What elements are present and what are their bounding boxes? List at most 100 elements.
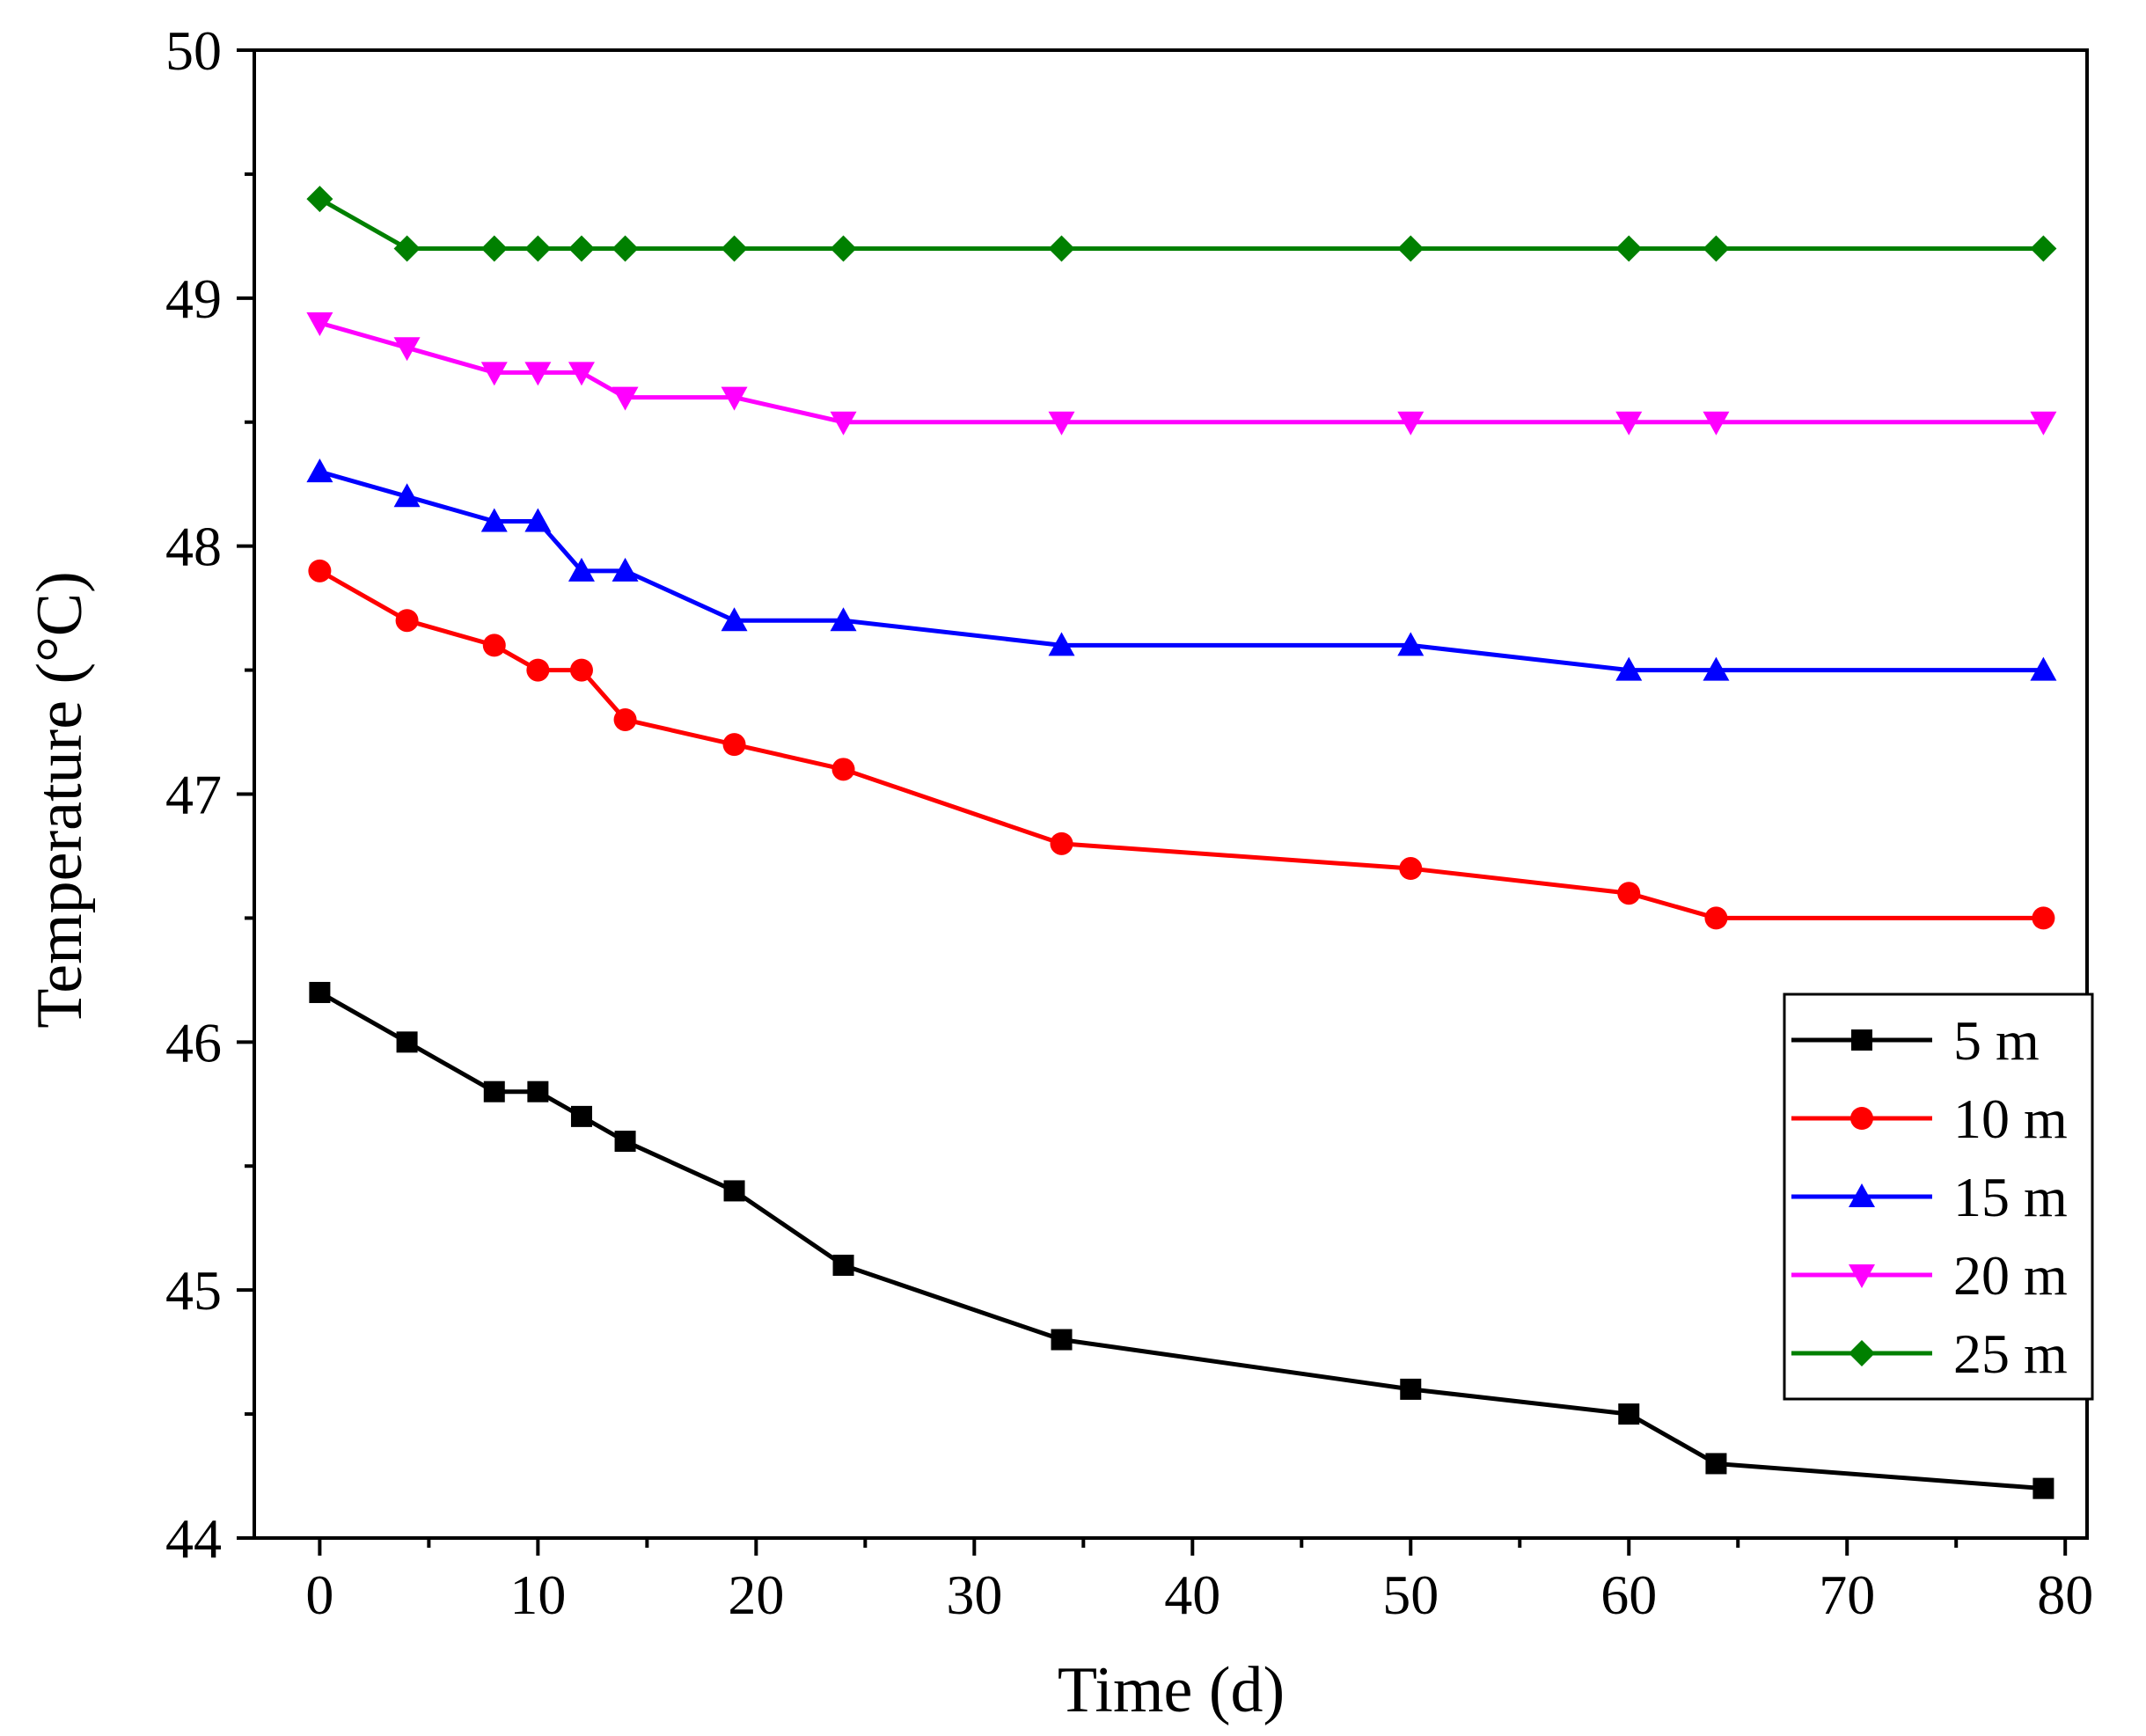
data-point: [1399, 857, 1423, 881]
data-point: [1705, 1453, 1727, 1475]
legend-marker: [1851, 1029, 1872, 1051]
legend-marker: [1849, 1340, 1875, 1366]
data-point: [832, 1254, 854, 1276]
legend-item-20m: 20 m: [1791, 1244, 2068, 1307]
x-tick-label: 30: [946, 1564, 1002, 1626]
data-point: [2030, 235, 2057, 262]
data-point: [722, 733, 746, 757]
data-point: [524, 508, 552, 532]
data-point: [1397, 411, 1425, 436]
data-point: [721, 235, 748, 262]
axes: 0 10 20 30 40 50 60 70 80 44 45 46 47 48 49 50: [165, 19, 2093, 1626]
data-point: [1617, 882, 1641, 905]
legend-item-15m: 15 m: [1791, 1166, 2068, 1228]
legend-item-5m: 5 m: [1791, 1009, 2040, 1072]
data-point: [2032, 906, 2055, 930]
legend-label: 25 m: [1953, 1322, 2068, 1385]
series-25m: [306, 186, 2057, 262]
x-tick-label: 0: [305, 1564, 333, 1626]
x-tick-label: 70: [1819, 1564, 1875, 1626]
data-point: [613, 707, 637, 731]
data-point: [1615, 656, 1643, 681]
x-tick-label: 40: [1164, 1564, 1220, 1626]
y-tick-label: 48: [165, 516, 222, 578]
plot-area: [306, 186, 2057, 1499]
data-point: [723, 1180, 745, 1202]
data-point: [1397, 235, 1425, 262]
y-tick-label: 50: [165, 19, 222, 82]
legend-marker: [1849, 1264, 1875, 1288]
data-point: [721, 607, 748, 632]
y-tick-label: 44: [165, 1507, 222, 1570]
data-point: [1618, 1403, 1640, 1425]
data-point: [308, 559, 332, 582]
data-point: [1050, 831, 1073, 855]
legend-label: 10 m: [1953, 1088, 2068, 1150]
data-point: [1048, 411, 1075, 436]
y-tick-label: 49: [165, 267, 222, 330]
data-point: [1703, 411, 1730, 436]
data-point: [721, 386, 748, 411]
series-20m: [306, 312, 2057, 436]
data-point: [1048, 235, 1075, 262]
data-point: [1704, 906, 1728, 930]
data-point: [831, 758, 855, 781]
data-point: [306, 186, 333, 213]
data-point: [1615, 235, 1643, 262]
legend: 5 m 10 m 15 m 20 m 25 m: [1783, 993, 2094, 1401]
x-axis-title: Time (d): [1058, 1654, 1285, 1726]
series-5m: [309, 981, 2054, 1499]
data-point: [1397, 632, 1425, 656]
data-point: [830, 607, 857, 632]
data-point: [393, 483, 421, 508]
data-point: [524, 362, 552, 386]
data-point: [480, 235, 508, 262]
data-point: [480, 362, 508, 386]
data-point: [482, 634, 506, 657]
data-point: [483, 1080, 505, 1102]
legend-item-10m: 10 m: [1791, 1088, 2068, 1150]
data-point: [396, 1031, 418, 1053]
data-point: [569, 658, 593, 682]
series-15m: [306, 458, 2057, 681]
data-point: [1051, 1329, 1073, 1351]
data-point: [480, 508, 508, 532]
data-point: [614, 1131, 636, 1153]
legend-item-25m: 25 m: [1791, 1322, 2068, 1385]
data-point: [830, 235, 857, 262]
data-point: [306, 312, 333, 337]
data-point: [395, 609, 419, 633]
legend-label: 15 m: [1953, 1166, 2068, 1228]
data-point: [1615, 411, 1643, 436]
data-point: [393, 235, 421, 262]
data-point: [1048, 632, 1075, 656]
data-point: [2032, 1477, 2054, 1499]
data-point: [524, 235, 552, 262]
data-point: [1703, 235, 1730, 262]
legend-label: 5 m: [1953, 1009, 2040, 1072]
data-point: [309, 981, 331, 1003]
data-point: [527, 1080, 549, 1102]
data-point: [612, 235, 639, 262]
x-tick-label: 20: [728, 1564, 784, 1626]
data-point: [1703, 656, 1730, 681]
data-point: [1400, 1378, 1422, 1400]
y-tick-label: 46: [165, 1011, 222, 1073]
x-tick-label: 50: [1382, 1564, 1439, 1626]
x-tick-label: 10: [509, 1564, 566, 1626]
x-tick-label: 80: [2037, 1564, 2093, 1626]
y-tick-label: 45: [165, 1259, 222, 1322]
data-point: [612, 386, 639, 411]
legend-marker: [1849, 1183, 1875, 1207]
data-point: [830, 411, 857, 436]
data-point: [306, 458, 333, 483]
y-tick-label: 47: [165, 764, 222, 826]
data-point: [612, 557, 639, 582]
x-tick-label: 60: [1600, 1564, 1657, 1626]
data-point: [570, 1105, 592, 1127]
data-point: [568, 235, 595, 262]
y-axis-title: Temperature (°C): [24, 571, 96, 1029]
series-10m: [308, 559, 2055, 930]
